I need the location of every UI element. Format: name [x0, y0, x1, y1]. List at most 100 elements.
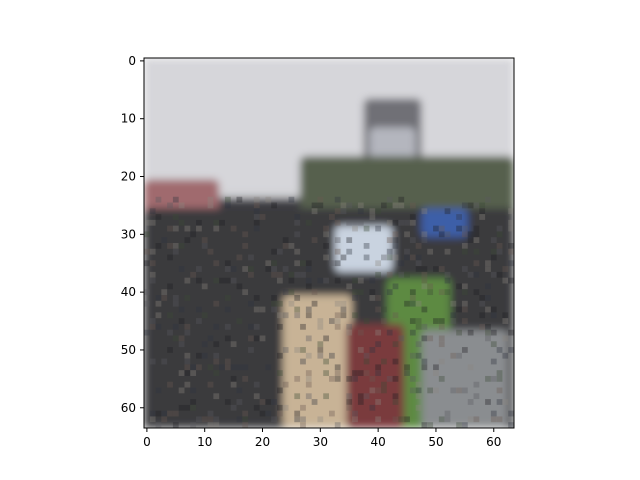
image-pixel	[167, 243, 173, 249]
image-pixel	[224, 266, 231, 272]
image-pixel	[276, 300, 283, 307]
image-pixel	[502, 318, 509, 324]
image-pixel	[317, 318, 324, 324]
image-pixel	[334, 237, 341, 243]
image-pixel	[473, 393, 480, 400]
image-pixel	[369, 208, 376, 215]
image-pixel	[219, 277, 225, 284]
image-pixel	[196, 416, 202, 423]
image-pixel	[271, 271, 277, 278]
image-pixel	[392, 358, 399, 365]
image-pixel	[224, 277, 231, 284]
image-pixel	[450, 318, 457, 324]
image-pixel	[490, 329, 497, 336]
image-pixel	[421, 231, 428, 238]
image-pixel	[409, 214, 416, 220]
image-pixel	[300, 422, 306, 428]
image-pixel	[149, 416, 156, 423]
image-pixel	[155, 387, 162, 394]
image-pixel	[334, 312, 341, 319]
image-pixel	[386, 248, 393, 255]
image-pixel	[438, 416, 445, 423]
image-pixel	[224, 260, 231, 267]
image-pixel	[415, 243, 422, 249]
image-pixel	[369, 375, 376, 382]
image-pixel	[369, 277, 376, 284]
image-pixel	[398, 335, 405, 342]
image-pixel	[196, 364, 202, 371]
image-pixel	[340, 208, 347, 215]
image-pixel	[236, 416, 243, 423]
image-pixel	[381, 381, 387, 388]
image-pixel	[149, 358, 156, 365]
image-pixel	[456, 225, 462, 232]
image-pixel	[323, 243, 329, 249]
image-pixel	[352, 416, 358, 423]
image-pixel	[502, 312, 509, 319]
image-pixel	[392, 399, 399, 405]
image-pixel	[184, 404, 191, 411]
image-pixel	[375, 387, 382, 394]
image-pixel	[207, 248, 214, 255]
image-pixel	[496, 370, 503, 376]
image-pixel	[230, 375, 237, 382]
image-pixel	[167, 312, 173, 319]
image-pixel	[248, 271, 254, 278]
image-pixel	[490, 254, 497, 261]
image-pixel	[311, 399, 318, 405]
image-pixel	[224, 323, 231, 330]
x-tick-label: 30	[313, 435, 328, 449]
image-pixel	[305, 260, 312, 267]
image-pixel	[213, 352, 220, 359]
image-pixel	[490, 375, 497, 382]
image-pixel	[259, 335, 266, 342]
image-pixel	[242, 410, 249, 417]
image-pixel	[467, 202, 474, 209]
image-pixel	[479, 312, 486, 319]
image-pixel	[334, 422, 341, 428]
image-pixel	[444, 248, 451, 255]
image-pixel	[265, 196, 272, 203]
image-pixel	[438, 375, 445, 382]
image-pixel	[190, 422, 197, 428]
image-pixel	[381, 202, 387, 209]
image-pixel	[184, 237, 191, 243]
image-pixel	[409, 318, 416, 324]
image-pixel	[409, 289, 416, 296]
image-pixel	[352, 375, 358, 382]
image-pixel	[369, 347, 376, 353]
image-pixel	[317, 352, 324, 359]
image-pixel	[392, 254, 399, 261]
image-pixel	[392, 202, 399, 209]
image-pixel	[427, 422, 434, 428]
image-pixel	[178, 370, 185, 376]
image-pixel	[184, 358, 191, 365]
image-pixel	[155, 243, 162, 249]
image-pixel	[461, 243, 468, 249]
image-pixel	[323, 358, 329, 365]
y-tick-label: 20	[121, 170, 136, 184]
image-pixel	[421, 271, 428, 278]
image-pixel	[456, 329, 462, 336]
image-pixel	[282, 289, 289, 296]
image-pixel	[392, 375, 399, 382]
image-pixel	[236, 196, 243, 203]
image-pixel	[184, 329, 191, 336]
image-pixel	[392, 312, 399, 319]
image-pixel	[248, 323, 254, 330]
image-pixel	[438, 335, 445, 342]
image-pixel	[161, 295, 168, 301]
image-pixel	[259, 214, 266, 220]
image-pixel	[317, 416, 324, 423]
image-pixel	[404, 231, 410, 238]
image-pixel	[490, 306, 497, 313]
image-pixel	[288, 196, 295, 203]
image-pixel	[467, 271, 474, 278]
image-pixel	[398, 219, 405, 226]
image-pixel	[149, 271, 156, 278]
image-pixel	[282, 243, 289, 249]
image-pixel	[236, 254, 243, 261]
image-pixel	[375, 370, 382, 376]
image-pixel	[392, 283, 399, 290]
image-pixel	[253, 335, 260, 342]
